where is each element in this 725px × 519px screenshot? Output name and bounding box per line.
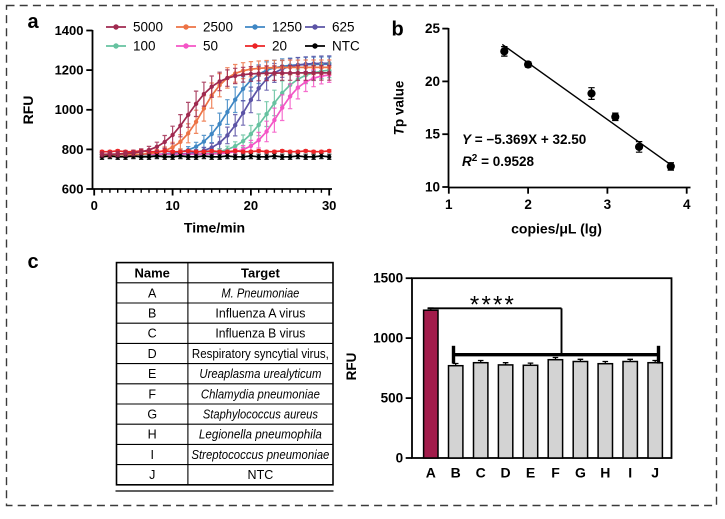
svg-text:R2 = 0.9528: R2 = 0.9528 — [462, 153, 534, 169]
svg-text:Streptococcus pneumoniae: Streptococcus pneumoniae — [191, 448, 329, 462]
svg-text:G: G — [575, 465, 586, 481]
svg-text:10: 10 — [165, 198, 179, 213]
svg-text:Tp value: Tp value — [392, 80, 407, 135]
svg-text:100: 100 — [133, 39, 156, 54]
svg-text:25: 25 — [425, 21, 441, 36]
svg-text:H: H — [148, 428, 157, 442]
svg-text:600: 600 — [62, 182, 84, 197]
svg-text:15: 15 — [425, 127, 441, 142]
svg-text:Respiratory syncytial virus,: Respiratory syncytial virus, — [192, 347, 329, 361]
svg-text:30: 30 — [322, 198, 336, 213]
svg-text:J: J — [651, 465, 659, 481]
svg-text:b: b — [392, 19, 404, 41]
svg-text:1200: 1200 — [55, 63, 84, 78]
svg-text:A: A — [148, 286, 157, 300]
svg-text:E: E — [526, 465, 535, 481]
svg-text:copies/μL (lg): copies/μL (lg) — [511, 221, 602, 237]
svg-text:800: 800 — [62, 142, 84, 157]
svg-text:G: G — [147, 408, 157, 422]
svg-text:1: 1 — [445, 197, 453, 212]
svg-text:1400: 1400 — [55, 23, 84, 38]
svg-text:2: 2 — [524, 197, 532, 212]
svg-text:625: 625 — [332, 20, 355, 35]
svg-text:B: B — [451, 465, 461, 481]
svg-text:F: F — [551, 465, 560, 481]
svg-text:Influenza A virus: Influenza A virus — [215, 307, 305, 321]
svg-text:500: 500 — [381, 391, 404, 406]
svg-text:5000: 5000 — [133, 20, 163, 35]
svg-text:NTC: NTC — [332, 39, 360, 54]
svg-text:a: a — [28, 11, 40, 33]
svg-text:50: 50 — [203, 39, 218, 54]
svg-text:B: B — [148, 307, 156, 321]
svg-text:Staphylococcus aureus: Staphylococcus aureus — [203, 408, 318, 422]
svg-text:Time/min: Time/min — [184, 219, 245, 235]
svg-text:20: 20 — [272, 39, 287, 54]
svg-text:RFU: RFU — [344, 353, 359, 381]
svg-text:A: A — [426, 465, 436, 481]
svg-text:C: C — [148, 327, 157, 341]
svg-text:10: 10 — [425, 180, 440, 195]
svg-text:Target: Target — [241, 265, 280, 280]
svg-text:H: H — [600, 465, 610, 481]
svg-text:20: 20 — [425, 74, 440, 89]
svg-text:M. Pneumoniae: M. Pneumoniae — [221, 286, 299, 300]
svg-text:1250: 1250 — [272, 20, 302, 35]
svg-text:Legionella pneumophila: Legionella pneumophila — [199, 428, 322, 442]
svg-text:D: D — [501, 465, 511, 481]
svg-text:c: c — [28, 251, 39, 273]
svg-text:2500: 2500 — [203, 20, 233, 35]
svg-text:20: 20 — [244, 198, 258, 213]
svg-text:E: E — [148, 367, 156, 381]
svg-text:0: 0 — [396, 451, 404, 466]
svg-text:****: **** — [470, 292, 516, 319]
svg-text:NTC: NTC — [248, 468, 274, 482]
svg-text:Influenza B virus: Influenza B virus — [215, 327, 305, 341]
svg-text:Chlamydia pneumoniae: Chlamydia pneumoniae — [201, 387, 320, 401]
svg-text:I: I — [628, 465, 632, 481]
svg-text:F: F — [148, 387, 156, 401]
svg-text:4: 4 — [683, 197, 691, 212]
svg-text:Y = −5.369X + 32.50: Y = −5.369X + 32.50 — [462, 132, 586, 147]
svg-text:I: I — [150, 448, 153, 462]
svg-text:3: 3 — [604, 197, 612, 212]
svg-text:RFU: RFU — [20, 96, 36, 125]
svg-text:J: J — [149, 468, 155, 482]
svg-text:C: C — [476, 465, 486, 481]
svg-text:1000: 1000 — [373, 331, 403, 346]
svg-text:0: 0 — [91, 198, 98, 213]
svg-text:D: D — [148, 347, 157, 361]
svg-text:Name: Name — [134, 265, 169, 280]
svg-text:1500: 1500 — [373, 271, 403, 286]
svg-text:1000: 1000 — [55, 102, 84, 117]
svg-text:Ureaplasma urealyticum: Ureaplasma urealyticum — [199, 367, 321, 381]
